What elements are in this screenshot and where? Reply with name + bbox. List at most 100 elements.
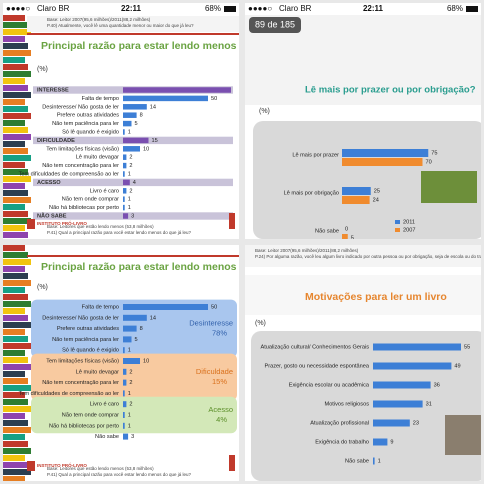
row-label: Prefere outras atividades (57, 326, 119, 332)
bar (123, 171, 125, 177)
bar (123, 347, 125, 354)
book-decoration (3, 245, 25, 251)
box-label: Desinteresse (189, 319, 233, 328)
book-decoration (3, 218, 31, 224)
group-label: DIFICULDADE (37, 138, 75, 144)
group-box (31, 353, 237, 401)
header-text: Base: Leitor 2007(95,6 milhões)/2011(88,… (47, 17, 151, 22)
bar (123, 188, 127, 194)
value-label: 2 (129, 380, 132, 386)
book-decoration (3, 378, 28, 384)
book-decoration (3, 155, 31, 161)
bar (123, 120, 132, 127)
header-text: P.40) Atualmente, você lê uma quantidade… (47, 23, 194, 28)
book-decoration (3, 308, 25, 314)
box-value: 15% (212, 377, 227, 386)
unit: (%) (255, 320, 266, 327)
value-label: 70 (426, 159, 432, 165)
category-label: Lê mais por prazer (292, 152, 339, 158)
book-decoration (3, 357, 28, 363)
logo-box (27, 219, 35, 229)
phone-panel: ●●●●○ Claro BR 22:11 68% Base: Leitor 2007(9… (3, 3, 286, 239)
value-label: 49 (454, 363, 460, 369)
book-decoration (3, 462, 28, 468)
value-label: 2 (129, 155, 132, 161)
book-decoration (3, 350, 25, 356)
battery-icon (466, 6, 478, 12)
box-value: 4% (216, 415, 227, 424)
value-label: 1 (128, 412, 131, 418)
bar (373, 362, 452, 370)
bar (123, 162, 127, 169)
row-label: Exigência escolar ou acadêmica (289, 382, 370, 388)
book-decoration (3, 252, 28, 258)
phone-panel: ●●●●○ Claro BR 22:11 68% 89 de 185 Lê mais po… (245, 3, 481, 241)
bar (123, 137, 149, 144)
book-decoration (3, 399, 28, 405)
bar (373, 400, 423, 408)
accent (27, 255, 239, 257)
book-decoration (3, 259, 31, 265)
photo (445, 415, 481, 455)
book-decoration (3, 427, 31, 433)
header-strip (27, 16, 239, 32)
status-bar (245, 3, 481, 15)
value-label: 24 (373, 197, 379, 203)
row-label: Lê muito devagar (76, 155, 119, 161)
book-decoration (3, 127, 28, 133)
title: Lê mais por prazer ou por obrigação? (305, 85, 476, 96)
battery: 68% (205, 4, 221, 13)
value-label: 15 (152, 138, 158, 144)
book-decoration (3, 36, 25, 42)
book-decoration (3, 92, 31, 98)
book-decoration (3, 22, 28, 28)
bar (342, 234, 348, 239)
bar (123, 401, 127, 408)
phone-panel: Principal razão para estar lendo menos d… (3, 245, 239, 481)
bar (123, 336, 132, 343)
badge: 89 de 185 (255, 19, 295, 29)
book-decoration (3, 50, 31, 56)
book-decoration (3, 78, 25, 84)
book-decoration (3, 211, 28, 217)
badge-bg (249, 17, 301, 33)
book-decoration (3, 113, 31, 119)
box-value: 78% (212, 329, 227, 338)
row-label: Não sabe (95, 434, 119, 440)
row-label: Só lê quando é exigido (62, 348, 119, 354)
phone-panel: Base: Leitor 2007(95,6 milhões)/2011(88,… (245, 245, 481, 481)
value-label: 5 (351, 235, 354, 241)
box-label: Acesso (208, 405, 233, 414)
book-decoration (3, 448, 31, 454)
book-decoration (3, 434, 25, 440)
row-label: Não tem paciência para ler (52, 121, 119, 127)
book-decoration (3, 385, 31, 391)
book-decoration (3, 43, 28, 49)
bar (123, 379, 127, 386)
panel-bg (3, 3, 239, 239)
value-label: 2 (129, 402, 132, 408)
row-label: Falta de tempo (82, 304, 119, 310)
row-label: Não sabe (345, 458, 369, 464)
row-label: Lê muito devagar (76, 369, 119, 375)
book-decoration (3, 15, 25, 21)
title: Principal razão para estar lendo menos d… (41, 40, 286, 52)
book-decoration (3, 287, 25, 293)
row-label: Atualização profissional (310, 420, 369, 426)
row-label: Desinteresse/ Não gosta de ler (42, 315, 119, 321)
bar (123, 358, 140, 364)
bar (373, 419, 410, 427)
row-label: Desinteresse/ Não gosta de ler (42, 104, 119, 110)
value-label: 1 (378, 458, 381, 464)
value-label: 3 (131, 434, 134, 440)
bar (123, 129, 125, 135)
footer-text: Base: Leitores que estão lendo menos (53… (47, 224, 154, 229)
bar (123, 314, 147, 321)
bar (373, 438, 388, 446)
bar (123, 304, 208, 310)
value-label: 8 (140, 326, 143, 332)
book-decoration (3, 336, 28, 342)
battery-icon (224, 6, 236, 12)
value-label: 10 (143, 146, 149, 152)
